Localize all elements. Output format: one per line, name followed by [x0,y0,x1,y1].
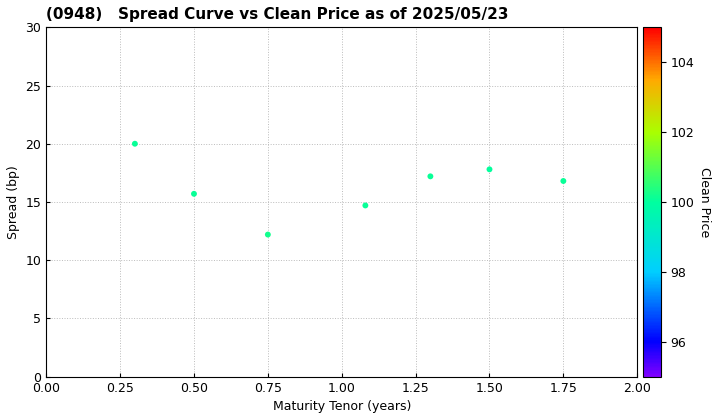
Y-axis label: Spread (bp): Spread (bp) [7,165,20,239]
Point [129,140,140,147]
Y-axis label: Clean Price: Clean Price [698,167,711,237]
Point [425,173,436,180]
Text: (0948)   Spread Curve vs Clean Price as of 2025/05/23: (0948) Spread Curve vs Clean Price as of… [46,7,509,22]
Point [188,190,199,197]
Point [359,202,371,209]
X-axis label: Maturity Tenor (years): Maturity Tenor (years) [273,400,411,413]
Point [262,231,274,238]
Point [484,166,495,173]
Point [557,178,569,184]
